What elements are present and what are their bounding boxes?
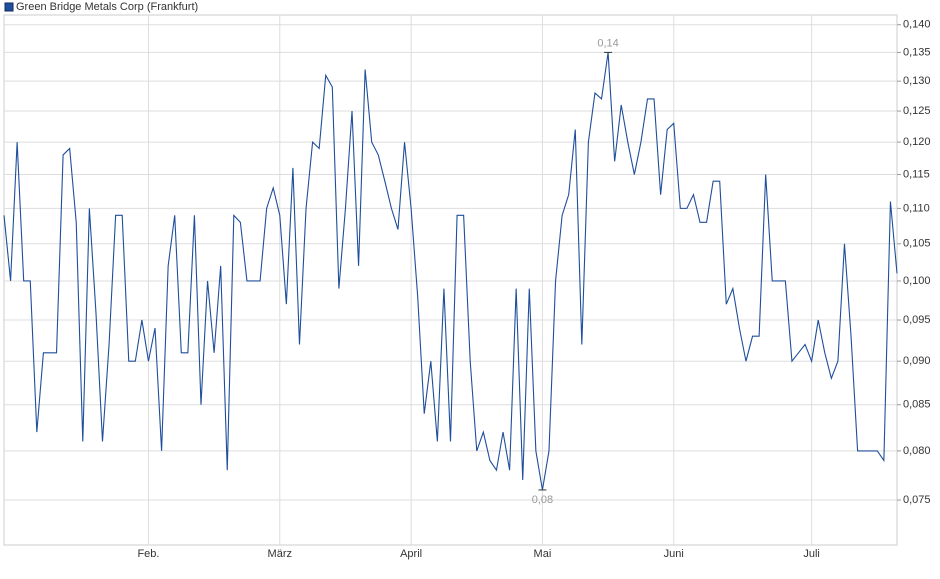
y-tick-label: 0,110 [903, 202, 930, 214]
y-tick-label: 0,095 [903, 314, 931, 326]
x-tick-label: März [268, 548, 292, 560]
value-label: 0,08 [532, 494, 553, 506]
plot-area [3, 14, 898, 546]
y-tick-label: 0,135 [903, 46, 931, 58]
y-tick-label: 0,120 [903, 136, 931, 148]
y-tick-label: 0,140 [903, 19, 931, 31]
y-tick-label: 0,125 [903, 105, 931, 117]
y-tick-label: 0,100 [903, 275, 931, 287]
y-tick-label: 0,080 [903, 445, 931, 457]
x-tick-label: Mai [534, 548, 552, 560]
x-tick-label: Juni [664, 548, 684, 560]
y-tick-label: 0,085 [903, 399, 931, 411]
y-tick-label: 0,090 [903, 355, 931, 367]
x-tick-label: Feb. [137, 548, 159, 560]
y-tick-label: 0,115 [903, 168, 930, 180]
y-tick-label: 0,130 [903, 75, 931, 87]
price-line [3, 52, 898, 491]
x-tick-label: April [400, 548, 422, 560]
y-tick-label: 0,075 [903, 494, 931, 506]
legend-label: Green Bridge Metals Corp (Frankfurt) [16, 1, 198, 13]
value-label: 0,14 [597, 37, 618, 49]
legend-swatch [4, 2, 14, 12]
x-tick-label: Juli [803, 548, 820, 560]
y-tick-label: 0,105 [903, 238, 931, 250]
